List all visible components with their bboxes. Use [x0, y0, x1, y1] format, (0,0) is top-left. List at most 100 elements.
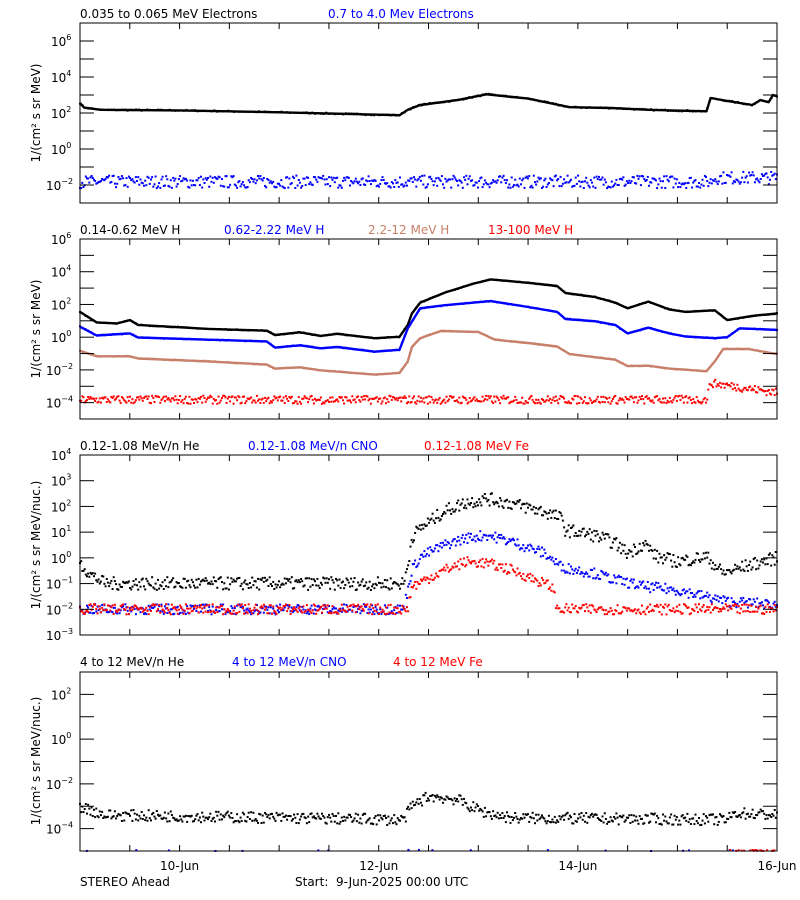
data-point: [684, 603, 687, 606]
data-point: [693, 593, 696, 596]
data-point: [403, 816, 406, 819]
data-point: [644, 302, 647, 304]
data-point: [333, 607, 336, 610]
data-point: [426, 402, 429, 405]
data-point: [225, 401, 228, 404]
data-point: [442, 101, 445, 104]
data-point: [708, 336, 711, 339]
data-point: [708, 309, 711, 312]
data-point: [631, 581, 634, 584]
data-point: [551, 398, 554, 401]
data-point: [265, 186, 268, 189]
data-point: [118, 399, 121, 402]
data-point: [678, 368, 680, 371]
data-point: [195, 610, 198, 612]
data-point: [244, 819, 247, 822]
data-point: [210, 613, 213, 616]
data-point: [714, 606, 717, 609]
data-point: [205, 579, 208, 582]
data-point: [404, 396, 407, 399]
data-point: [402, 605, 405, 608]
data-point: [310, 612, 313, 615]
data-point: [445, 100, 448, 103]
data-point: [661, 366, 664, 369]
data-point: [675, 816, 678, 819]
data-point: [512, 303, 515, 306]
data-point: [271, 401, 273, 404]
data-point: [678, 563, 681, 566]
data-point: [346, 176, 349, 179]
data-point: [664, 603, 667, 606]
data-point: [645, 814, 648, 817]
data-point: [106, 815, 109, 818]
data-point: [382, 610, 385, 613]
data-point: [587, 610, 590, 613]
data-point: [443, 544, 446, 547]
data-point: [295, 609, 298, 612]
data-point: [459, 558, 462, 561]
data-point: [311, 183, 314, 186]
data-point: [574, 820, 577, 822]
data-point: [504, 302, 507, 305]
data-point: [568, 292, 571, 295]
data-point: [529, 504, 532, 507]
data-point: [749, 611, 752, 613]
data-point: [473, 331, 476, 334]
data-point: [91, 177, 94, 179]
data-point: [224, 328, 227, 331]
data-point: [596, 178, 599, 181]
data-point: [707, 596, 710, 599]
data-point: [507, 814, 510, 817]
data-point: [279, 606, 282, 609]
data-point: [635, 612, 638, 615]
data-point: [652, 177, 655, 180]
data-point: [338, 610, 341, 613]
data-point: [94, 603, 97, 606]
data-point: [525, 401, 528, 404]
data-point: [566, 401, 569, 404]
data-point: [187, 607, 190, 610]
data-point: [463, 557, 465, 560]
data-point: [397, 584, 400, 587]
data-point: [280, 583, 283, 586]
data-point: [599, 106, 602, 109]
data-point: [207, 818, 209, 821]
data-point: [596, 106, 599, 109]
data-point: [490, 93, 493, 96]
data-point: [750, 174, 753, 176]
data-point: [734, 387, 737, 389]
data-point: [580, 181, 583, 184]
data-point: [564, 571, 567, 574]
data-point: [693, 400, 696, 403]
data-point: [617, 823, 620, 826]
data-point: [302, 608, 305, 611]
data-point: [221, 608, 223, 611]
data-point: [557, 178, 560, 180]
data-point: [336, 822, 339, 825]
data-point: [383, 604, 386, 607]
data-point: [325, 334, 328, 337]
data-point: [683, 310, 686, 313]
data-point: [221, 397, 223, 399]
data-point: [175, 609, 178, 612]
data-point: [620, 612, 623, 615]
data-point: [381, 337, 384, 339]
data-point: [572, 572, 575, 575]
data-point: [461, 186, 464, 189]
data-point: [319, 396, 322, 399]
panel-3-legend: 0.12-1.08 MeV/n He 0.12-1.08 MeV/n CNO 0…: [80, 439, 529, 453]
data-point: [746, 389, 749, 392]
data-point: [277, 333, 280, 336]
data-point: [163, 184, 166, 187]
data-point: [504, 821, 507, 824]
data-point: [753, 817, 756, 820]
data-point: [592, 185, 595, 188]
data-point: [216, 110, 219, 113]
data-point: [165, 395, 168, 398]
data-point: [628, 586, 631, 589]
data-point: [125, 177, 128, 180]
data-point: [751, 603, 754, 606]
data-point: [496, 811, 499, 814]
data-point: [450, 395, 453, 398]
data-point: [354, 605, 357, 607]
